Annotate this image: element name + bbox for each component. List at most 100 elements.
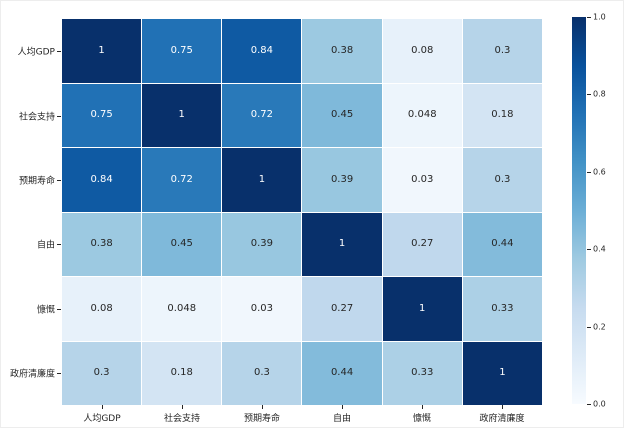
- y-tick-label: 社会支持: [18, 112, 55, 122]
- heatmap-cell: 0.84: [62, 148, 142, 212]
- heatmap-cell: 0.048: [142, 277, 222, 341]
- x-tick-mark: [182, 405, 183, 409]
- cell-value: 0.3: [253, 367, 270, 379]
- cell-value: 0.72: [170, 173, 193, 185]
- colorbar-tick-label: 0.2: [593, 322, 606, 332]
- heatmap-cell: 0.44: [302, 341, 382, 405]
- y-tick-mark: [57, 308, 61, 310]
- heatmap-grid: 1 0.75 0.84 0.38 0.08 0.3 0.75 1 0.72 0.45 0.048 0.…: [62, 19, 542, 405]
- heatmap-cell: 0.33: [382, 341, 462, 405]
- cell-value: 0.3: [494, 44, 511, 56]
- cell-value: 1: [338, 238, 346, 250]
- y-tick-mark: [57, 372, 61, 374]
- y-tick-mark: [57, 244, 61, 246]
- cell-value: 0.08: [411, 44, 434, 56]
- x-tick-mark: [262, 405, 263, 409]
- cell-value: 0.75: [90, 109, 113, 121]
- cell-value: 0.44: [491, 238, 514, 250]
- x-tick-label: 预期寿命: [243, 414, 281, 424]
- cell-value: 0.39: [330, 173, 354, 185]
- heatmap-cell: 0.27: [382, 212, 462, 276]
- cell-value: 0.72: [250, 109, 274, 121]
- heatmap-cell: 0.75: [62, 83, 142, 147]
- heatmap-cell: 0.27: [302, 277, 382, 341]
- heatmap-cell: 1: [302, 212, 382, 276]
- heatmap-cell: 0.45: [302, 83, 382, 147]
- cell-value: 1: [98, 44, 105, 56]
- cell-value: 0.27: [411, 238, 434, 250]
- heatmap-cell: 0.03: [382, 148, 462, 212]
- cell-value: 0.3: [93, 367, 110, 379]
- heatmap-cell: 1: [142, 83, 222, 147]
- cell-value: 0.84: [250, 44, 274, 56]
- heatmap-cell: 0.08: [382, 19, 462, 83]
- cell-value: 0.38: [90, 238, 113, 250]
- y-tick-label: 自由: [36, 240, 55, 251]
- heatmap-cell: 0.39: [302, 148, 382, 212]
- y-tick-mark: [57, 51, 61, 53]
- heatmap-cell: 0.39: [222, 212, 302, 276]
- colorbar-tick-mark: [587, 326, 591, 328]
- cell-value: 0.03: [250, 302, 274, 314]
- colorbar-tick-mark: [587, 404, 591, 405]
- x-tick-mark: [342, 405, 343, 409]
- cell-value: 0.048: [407, 109, 437, 121]
- cell-value: 0.03: [411, 173, 434, 185]
- cell-value: 0.33: [491, 302, 514, 314]
- colorbar-tick-mark: [587, 17, 591, 18]
- heatmap-cell: 0.44: [462, 212, 542, 276]
- x-tick-mark: [502, 405, 503, 409]
- heatmap-cell: 0.45: [142, 212, 222, 276]
- colorbar-tick-label: 0.4: [593, 244, 606, 254]
- x-tick-mark: [422, 405, 423, 409]
- heatmap-cell: 0.72: [142, 148, 222, 212]
- heatmap-cell: 0.3: [462, 148, 542, 212]
- colorbar-tick-mark: [587, 171, 591, 173]
- heatmap-cell: 0.3: [462, 19, 542, 83]
- heatmap-cell: 0.08: [62, 277, 142, 341]
- cell-value: 0.18: [491, 109, 514, 121]
- heatmap-cell: 0.72: [222, 83, 302, 147]
- cell-value: 0.45: [330, 109, 354, 121]
- x-tick-label: 社会支持: [163, 414, 201, 424]
- cell-value: 0.39: [250, 238, 274, 250]
- cell-value: 1: [499, 367, 506, 379]
- heatmap-cell: 1: [462, 341, 542, 405]
- x-tick-label: 人均GDP: [83, 414, 121, 424]
- heatmap-cell: 0.18: [462, 83, 542, 147]
- heatmap-cell: 0.33: [462, 277, 542, 341]
- y-tick-label: 预期寿命: [18, 176, 55, 187]
- y-tick-mark: [57, 115, 61, 117]
- colorbar-tick-mark: [587, 94, 591, 96]
- heatmap-cell: 0.38: [302, 19, 382, 83]
- cell-value: 0.048: [167, 302, 197, 314]
- heatmap-cell: 0.3: [222, 341, 302, 405]
- heatmap-cell: 1: [382, 277, 462, 341]
- colorbar-tick-label: 0.6: [593, 167, 606, 177]
- cell-value: 0.33: [411, 367, 434, 379]
- colorbar-tick-label: 0.8: [593, 89, 606, 99]
- x-tick-mark: [102, 405, 103, 409]
- cell-value: 0.18: [170, 367, 193, 379]
- x-tick-label: 慷慨: [412, 414, 432, 424]
- colorbar-tick-label: 1.0: [593, 12, 606, 22]
- heatmap-cell: 1: [62, 19, 142, 83]
- cell-value: 0.08: [90, 302, 113, 314]
- cell-value: 0.3: [494, 173, 511, 185]
- cell-value: 0.44: [330, 367, 354, 379]
- x-tick-label: 政府清廉度: [479, 414, 525, 424]
- cell-value: 1: [258, 173, 266, 185]
- y-tick-label: 慷慨: [36, 305, 55, 315]
- heatmap-cell: 0.75: [142, 19, 222, 83]
- cell-value: 1: [178, 109, 185, 121]
- colorbar-gradient: [572, 17, 586, 404]
- cell-value: 1: [419, 302, 426, 314]
- heatmap-cell: 0.03: [222, 277, 302, 341]
- heatmap-cell: 0.3: [62, 341, 142, 405]
- heatmap-cell: 0.18: [142, 341, 222, 405]
- y-tick-mark: [57, 179, 61, 181]
- cell-value: 0.38: [330, 44, 354, 56]
- y-tick-label: 人均GDP: [17, 47, 55, 58]
- colorbar-tick-mark: [587, 249, 591, 251]
